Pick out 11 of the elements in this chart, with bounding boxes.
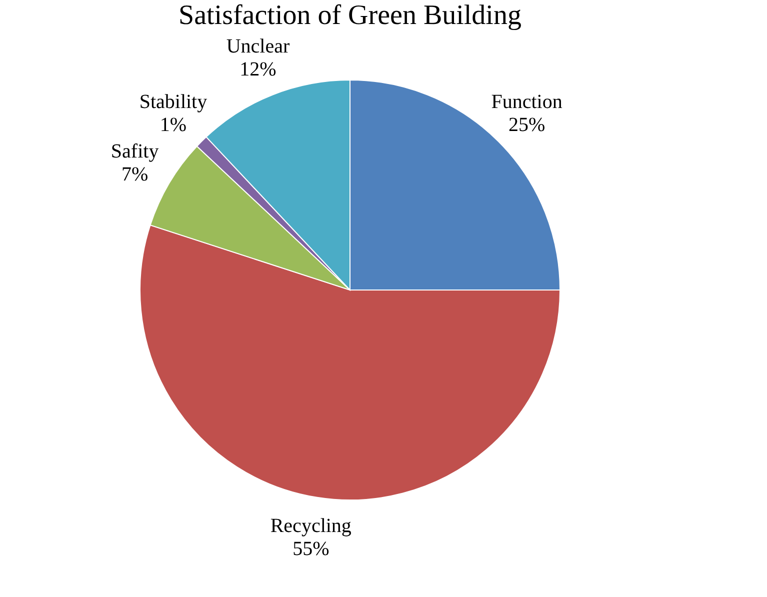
slice-label: Safity — [110, 140, 159, 163]
data-label: 7% — [121, 164, 148, 186]
slice-label: Recycling — [270, 514, 352, 537]
slice-label: Unclear — [226, 36, 290, 58]
chart-title: Satisfaction of Green Building — [178, 0, 522, 31]
data-label: 25% — [508, 114, 546, 136]
slice-label: Stability — [139, 91, 208, 114]
data-label: 1% — [160, 114, 187, 136]
slice-label: Function — [491, 91, 562, 114]
data-label: 12% — [240, 58, 276, 81]
data-label: 55% — [292, 538, 330, 560]
